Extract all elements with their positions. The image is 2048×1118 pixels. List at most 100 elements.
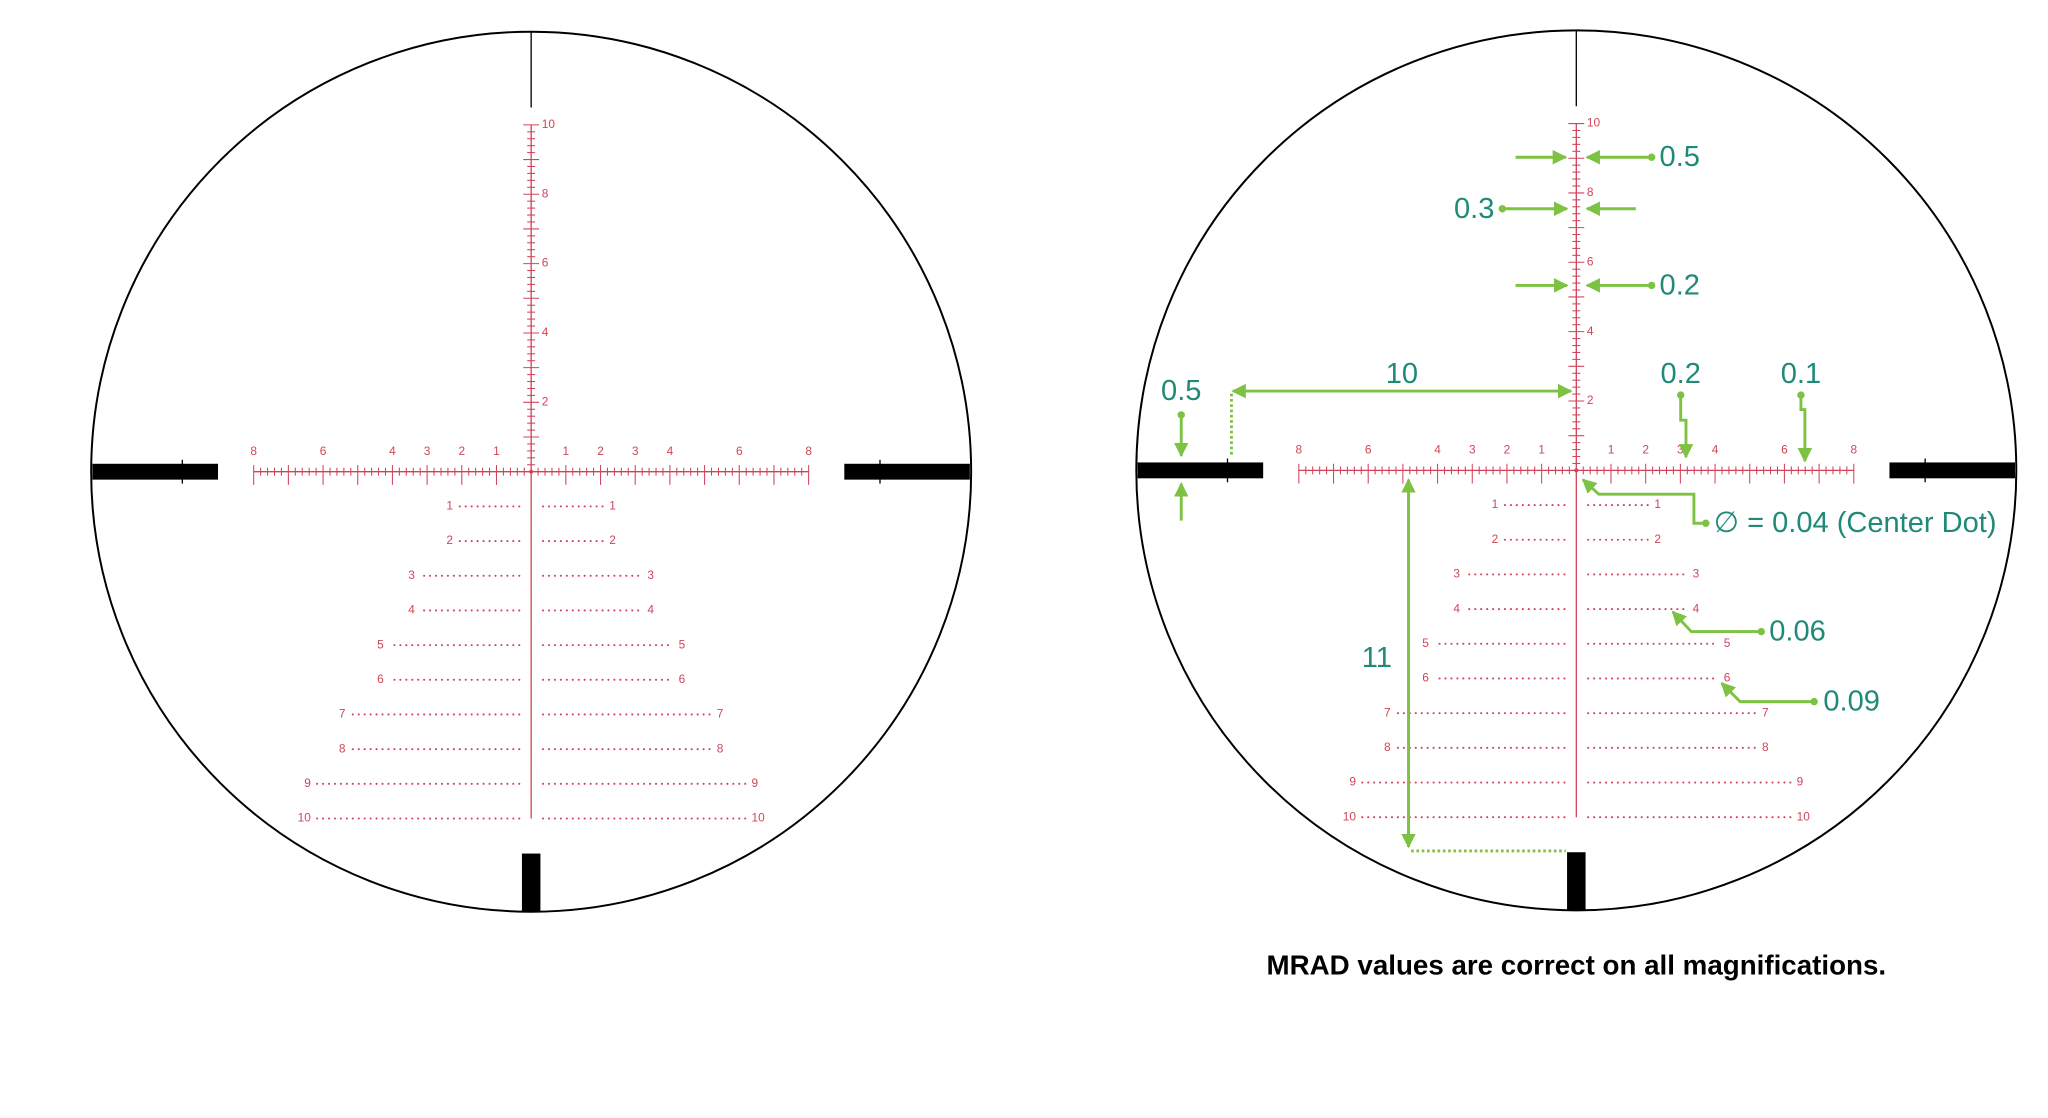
holdover-dot (494, 540, 497, 543)
holdover-dot (654, 678, 658, 681)
holdover-dot (720, 782, 723, 785)
holdover-dot (1426, 746, 1429, 749)
holdover-dot (440, 782, 444, 785)
holdover-label: 3 (1453, 567, 1460, 581)
holdover-dot (1480, 712, 1483, 715)
holdover-dot (423, 609, 426, 612)
holdover-dot (1456, 781, 1459, 784)
holdover-dot (405, 713, 408, 716)
holdover-dot (1610, 504, 1614, 507)
holdover-dot (1503, 712, 1507, 715)
holdover-dot (369, 713, 372, 716)
holdover-label: 5 (1724, 636, 1731, 650)
holdover-dot (1545, 642, 1548, 645)
holdover-dot (1599, 781, 1602, 784)
holdover-dot (595, 678, 598, 681)
holdover-dot (500, 817, 503, 820)
holdover-dot (1480, 677, 1483, 680)
holdover-dot (1587, 677, 1590, 680)
holdover-dot (1497, 677, 1501, 680)
holdover-dot (625, 678, 628, 681)
holdover-dot (1474, 816, 1477, 819)
thick-bar (92, 463, 219, 480)
holdover-dot (488, 782, 491, 785)
holdover-dot (1646, 677, 1649, 680)
holdover-dot (654, 748, 658, 751)
holdover-dot (423, 644, 426, 647)
holdover-label: 8 (339, 741, 346, 755)
holdover-dot (393, 678, 396, 681)
holdover-dot (327, 782, 331, 785)
holdover-dot (405, 817, 408, 820)
holdover-dot (1712, 781, 1715, 784)
holdover-dot (1587, 746, 1590, 749)
holdover-dot (470, 540, 473, 543)
holdover-dot (643, 817, 646, 820)
holdover-dot (458, 574, 461, 577)
holdover-dot (1616, 573, 1619, 576)
holdover-dot (1777, 781, 1780, 784)
holdover-dot (631, 678, 634, 681)
holdover-dot (500, 782, 503, 785)
holdover-dot (625, 713, 628, 716)
bottom-post (1567, 852, 1586, 911)
holdover-dot (541, 644, 545, 647)
holdover-dot (1706, 746, 1709, 749)
holdover-dot (1646, 781, 1649, 784)
holdover-dot (1622, 746, 1625, 749)
horizontal-label: 8 (1850, 443, 1857, 457)
holdover-dot (1723, 746, 1727, 749)
holdover-dot (702, 782, 705, 785)
holdover-dot (601, 505, 604, 508)
holdover-dot (1670, 573, 1673, 576)
holdover-dot (1563, 538, 1566, 541)
holdover-dot (1533, 642, 1536, 645)
holdover-dot (446, 609, 449, 612)
holdover-dot (464, 817, 467, 820)
holdover-dot (316, 782, 319, 785)
holdover-dot (1646, 816, 1649, 819)
holdover-dot (452, 678, 455, 681)
holdover-dot (1486, 573, 1489, 576)
holdover-dot (690, 817, 693, 820)
holdover-dot (458, 748, 461, 751)
thick-bar (844, 463, 970, 480)
holdover-dot (1753, 712, 1756, 715)
holdover-dot (1521, 781, 1524, 784)
arrow (1671, 610, 1762, 634)
holdover-dot (440, 678, 444, 681)
holdover-dot (399, 817, 402, 820)
holdover-dot (429, 644, 432, 647)
holdover-dot (595, 782, 598, 785)
holdover-dot (1658, 677, 1661, 680)
holdover-dot (488, 505, 491, 508)
holdover-dot (541, 574, 545, 577)
holdover-dot (393, 748, 396, 751)
holdover-dot (351, 782, 354, 785)
holdover-dot (405, 748, 408, 751)
holdover-dot (488, 817, 491, 820)
holdover-dot (702, 817, 705, 820)
holdover-dot (1497, 608, 1501, 611)
holdover-dot (1604, 677, 1608, 680)
holdover-dot (583, 540, 586, 543)
holdover-dot (411, 713, 414, 716)
horizontal-label: 1 (1608, 443, 1615, 457)
holdover-dot (470, 644, 473, 647)
holdover-dot (1521, 677, 1524, 680)
holdover-dot (559, 782, 562, 785)
holdover-label: 2 (609, 533, 616, 547)
holdover-dot (1670, 642, 1673, 645)
holdover-dot (434, 782, 438, 785)
holdover-dot (369, 782, 372, 785)
holdover-dot (1545, 608, 1548, 611)
holdover-dot (678, 713, 681, 716)
holdover-dot (1694, 677, 1697, 680)
annotations: 0.5 0.3 0.2 10 0.5 0.2 0.1 ∅ = 0.04 (Cen… (1161, 141, 1997, 853)
center-dot (1574, 468, 1579, 473)
annotation: 0.5 (1660, 141, 1700, 173)
holdover-dot (506, 782, 509, 785)
holdover-dot (1450, 712, 1453, 715)
holdover-dot (1521, 504, 1524, 507)
holdover-label: 10 (1797, 809, 1811, 823)
